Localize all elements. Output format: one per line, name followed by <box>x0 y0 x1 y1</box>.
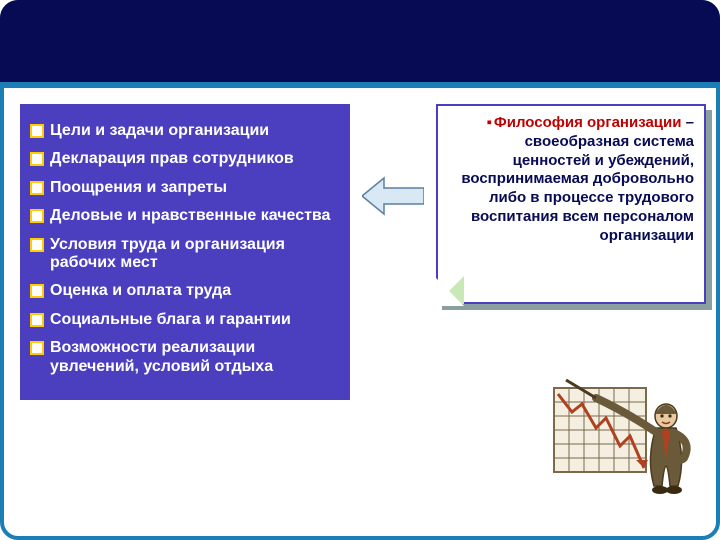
bullet-item: Деловые и нравственные качества <box>30 207 340 225</box>
note-body-text: своеобразная система ценностей и убежден… <box>461 133 694 244</box>
bullet-square-icon <box>30 181 44 195</box>
bullet-square-icon <box>30 313 44 327</box>
title-band <box>0 0 720 88</box>
bullet-item: Условия труда и организация рабочих мест <box>30 236 340 273</box>
bullet-item: Декларация прав сотрудников <box>30 150 340 168</box>
bullet-item: Поощрения и запреты <box>30 179 340 197</box>
bullet-text: Условия труда и организация рабочих мест <box>50 236 340 273</box>
bullet-item: Социальные блага и гарантии <box>30 311 340 329</box>
note-fold-mask <box>434 276 464 306</box>
note-dash: – <box>681 114 694 131</box>
slide: Цели и задачи организации Декларация пра… <box>0 0 720 540</box>
bullet-item: Цели и задачи организации <box>30 122 340 140</box>
note-lead-bullet-icon: ▪ <box>487 114 492 131</box>
bullet-square-icon <box>30 152 44 166</box>
bullet-square-icon <box>30 341 44 355</box>
note-paper: ▪Философия организации – своеобразная си… <box>436 104 706 304</box>
bullet-text: Декларация прав сотрудников <box>50 150 294 168</box>
bullet-text: Оценка и оплата труда <box>50 282 231 300</box>
bullet-text: Деловые и нравственные качества <box>50 207 330 225</box>
definition-note: ▪Философия организации – своеобразная си… <box>436 104 706 304</box>
bullet-text: Возможности реализации увлечений, услови… <box>50 339 340 376</box>
arrow-left-icon <box>362 174 424 218</box>
bullet-square-icon <box>30 124 44 138</box>
bullet-text: Социальные блага и гарантии <box>50 311 291 329</box>
bullet-item: Возможности реализации увлечений, услови… <box>30 339 340 376</box>
bullet-square-icon <box>30 209 44 223</box>
bullet-square-icon <box>30 238 44 252</box>
left-bullet-panel: Цели и задачи организации Декларация пра… <box>20 104 350 400</box>
bullet-item: Оценка и оплата труда <box>30 282 340 300</box>
bullet-text: Поощрения и запреты <box>50 179 227 197</box>
note-lead-text: Философия организации <box>494 114 682 131</box>
clipart-businessman-chart-icon <box>548 368 698 518</box>
bullet-text: Цели и задачи организации <box>50 122 269 140</box>
bullet-square-icon <box>30 284 44 298</box>
